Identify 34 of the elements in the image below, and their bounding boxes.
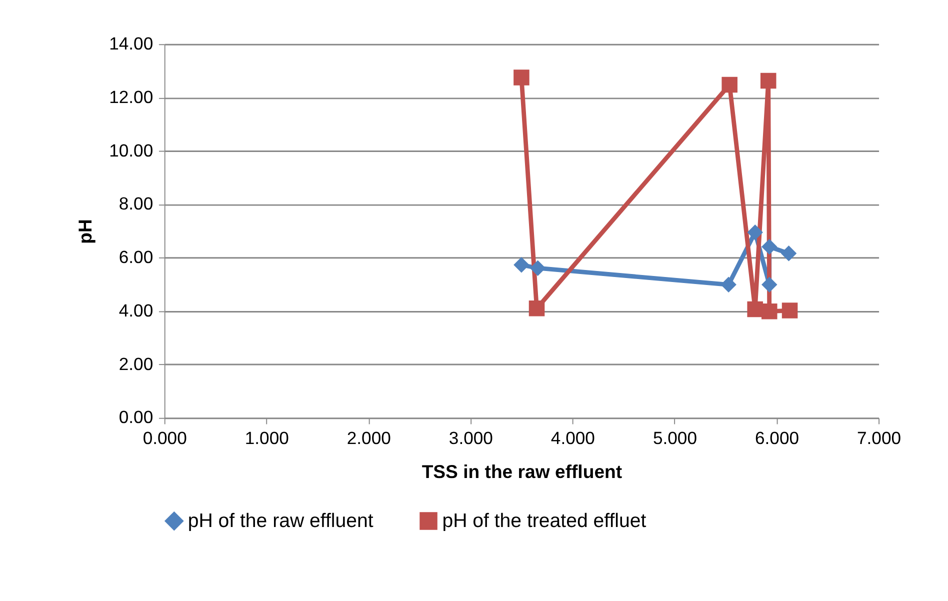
point: [782, 302, 798, 318]
y-tick-label: 6.00: [118, 247, 154, 268]
point: [528, 300, 545, 316]
point: [514, 257, 530, 273]
y-tick-label: 2.00: [118, 354, 154, 374]
x-tick-label: 5.000: [652, 428, 698, 448]
point: [761, 276, 778, 293]
point: [530, 260, 546, 276]
point: [747, 224, 763, 240]
point: [760, 72, 776, 89]
x-tick-label: 7.000: [857, 428, 902, 448]
point: [747, 301, 763, 318]
x-tick-label: 6.000: [754, 428, 800, 448]
point: [761, 238, 778, 255]
point: [720, 276, 736, 293]
point: [761, 303, 778, 320]
point: [722, 76, 738, 93]
y-axis-title: pH: [74, 219, 96, 244]
y-tick-label: 14.00: [109, 34, 154, 54]
y-tick-label: 0.00: [118, 407, 154, 428]
y-tick-label: 8.00: [118, 194, 154, 214]
x-tick-label: 4.000: [550, 428, 596, 448]
legend-label: pH of the raw effluent: [188, 510, 374, 532]
x-tick-label: 0.000: [142, 428, 188, 448]
x-tick-label: 1.000: [244, 428, 290, 448]
y-tick-label: 10.00: [109, 140, 154, 160]
legend-label: pH of the treated effluet: [442, 510, 647, 532]
x-tick-label: 2.000: [346, 428, 392, 448]
y-tick-label: 12.00: [109, 86, 154, 107]
x-tick-label: 3.000: [448, 428, 494, 448]
point: [780, 246, 797, 262]
y-tick-label: 4.00: [118, 300, 154, 320]
point: [514, 70, 530, 86]
x-axis-title: TSS in the raw effluent: [422, 461, 622, 482]
